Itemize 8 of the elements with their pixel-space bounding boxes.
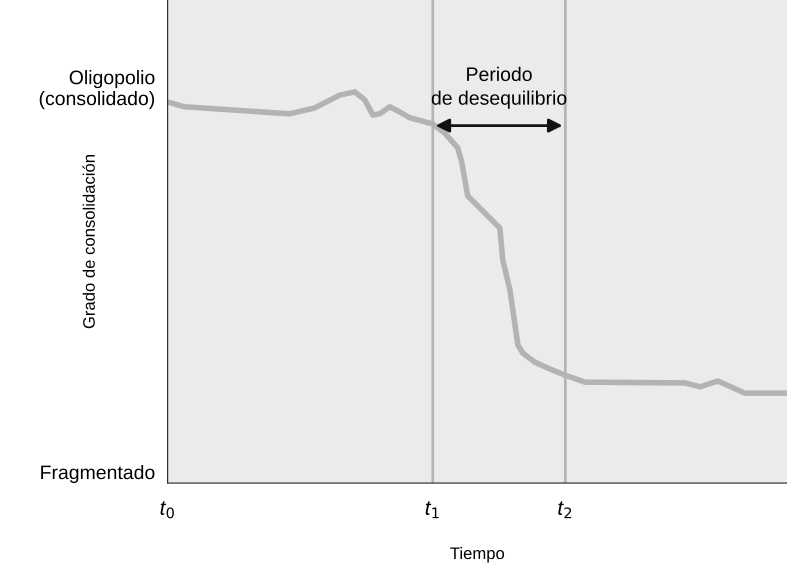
x-tick-label: t$_{0}$ (160, 501, 174, 518)
annotation: Periodo de desequilibrio (432, 66, 566, 109)
text: Oligopolio (consolidado) (40, 70, 154, 110)
x-axis-title: Tiempo (450, 546, 504, 562)
x-tick-label: t$_{2}$ (558, 501, 572, 518)
y-axis-title: Grado de consolidación (82, 155, 95, 328)
text: Fragmentado (41, 464, 154, 484)
x-tick-label: t$_{1}$ (426, 501, 439, 518)
